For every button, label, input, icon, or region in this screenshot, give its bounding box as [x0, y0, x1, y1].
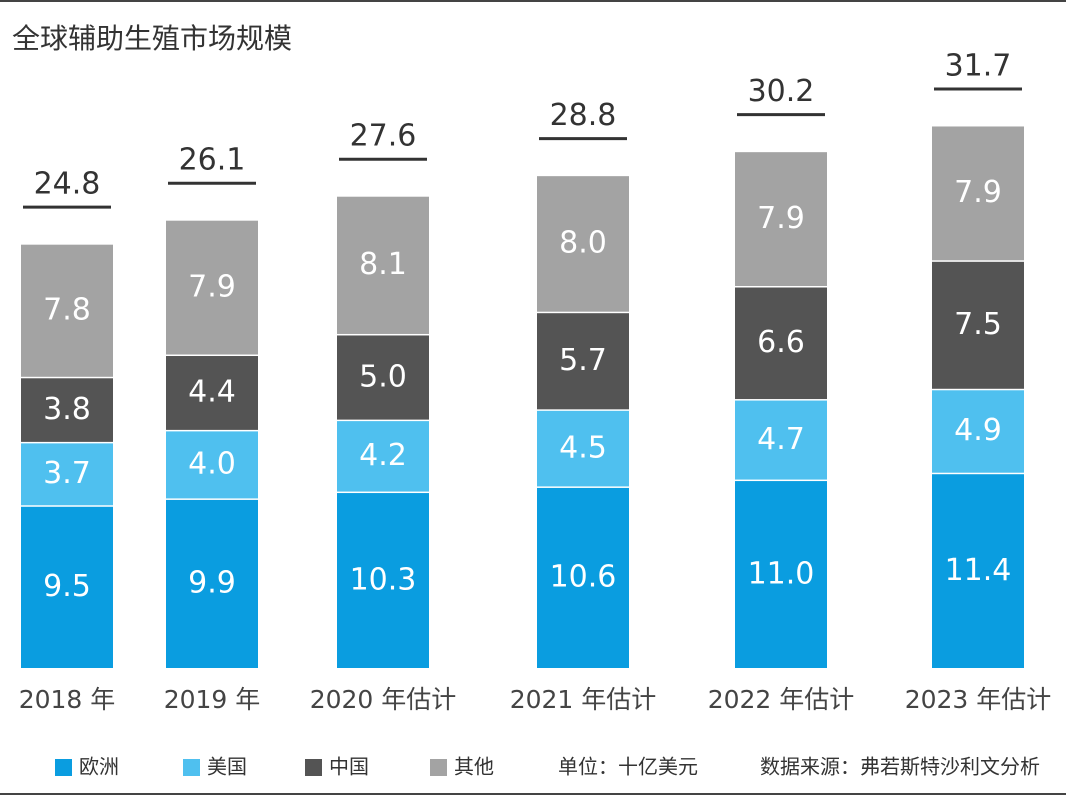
bar-segment	[337, 421, 429, 492]
data-label: 6.6	[757, 325, 805, 360]
total-label: 27.6	[350, 119, 417, 154]
bar-segment	[932, 261, 1024, 389]
bar-segment	[337, 196, 429, 334]
legend-swatch	[183, 759, 200, 776]
bar-segment	[537, 487, 629, 668]
legend-label: 欧洲	[79, 755, 119, 779]
data-label: 10.6	[550, 560, 617, 595]
legend-swatch	[55, 759, 72, 776]
bar-segment	[735, 152, 827, 287]
legend-label: 其他	[454, 755, 494, 779]
unit-note: 单位：十亿美元	[558, 755, 698, 779]
x-tick-label: 2020 年估计	[310, 685, 457, 714]
data-label: 4.2	[359, 438, 407, 473]
bar-segment	[932, 390, 1024, 473]
data-label: 4.7	[757, 422, 805, 457]
legend-label: 中国	[329, 755, 369, 779]
data-label: 8.1	[359, 247, 407, 282]
data-label: 5.7	[559, 343, 607, 378]
bar-segment	[932, 126, 1024, 261]
bar-segment	[21, 378, 113, 442]
bar-segment	[21, 244, 113, 377]
legend-swatch	[305, 759, 322, 776]
bar-segment	[337, 335, 429, 420]
data-label: 10.3	[350, 562, 417, 597]
legend-swatch	[430, 759, 447, 776]
data-label: 5.0	[359, 359, 407, 394]
total-label: 24.8	[34, 167, 101, 202]
data-label: 7.5	[954, 307, 1002, 342]
data-label: 9.5	[43, 569, 91, 604]
data-label: 11.4	[945, 553, 1012, 588]
x-tick-label: 2022 年估计	[708, 685, 855, 714]
bar-segment	[537, 176, 629, 312]
data-label: 4.4	[188, 375, 236, 410]
source-note: 数据来源：弗若斯特沙利文分析	[760, 755, 1040, 779]
data-label: 7.9	[757, 201, 805, 236]
x-tick-label: 2023 年估计	[905, 685, 1052, 714]
chart-title: 全球辅助生殖市场规模	[12, 22, 292, 55]
bar-segment	[166, 431, 258, 499]
bar-segment	[735, 400, 827, 480]
x-tick-label: 2018 年	[19, 685, 116, 714]
total-label: 31.7	[945, 48, 1012, 83]
x-tick-label: 2021 年估计	[510, 685, 657, 714]
total-label: 28.8	[550, 98, 617, 133]
bar-segment	[166, 220, 258, 355]
x-tick-label: 2019 年	[164, 685, 261, 714]
data-label: 3.7	[43, 456, 91, 491]
data-label: 9.9	[188, 566, 236, 601]
bar-segment	[932, 474, 1024, 668]
bar-segment	[21, 506, 113, 668]
bar-segment	[735, 481, 827, 668]
data-label: 4.9	[954, 413, 1002, 448]
data-label: 11.0	[748, 556, 815, 591]
bar-segment	[735, 287, 827, 400]
bar-segment	[166, 499, 258, 668]
data-label: 3.8	[43, 392, 91, 427]
bar-segment	[537, 313, 629, 410]
legend-label: 美国	[207, 755, 247, 779]
bar-segment	[337, 493, 429, 668]
total-label: 30.2	[748, 74, 815, 109]
bar-segment	[21, 443, 113, 506]
data-label: 7.8	[43, 292, 91, 327]
bar-segment	[166, 356, 258, 430]
data-label: 7.9	[188, 269, 236, 304]
total-label: 26.1	[179, 143, 246, 178]
data-label: 4.0	[188, 447, 236, 482]
bar-segment	[537, 410, 629, 487]
data-label: 8.0	[559, 226, 607, 261]
data-label: 4.5	[559, 430, 607, 465]
data-label: 7.9	[954, 175, 1002, 210]
